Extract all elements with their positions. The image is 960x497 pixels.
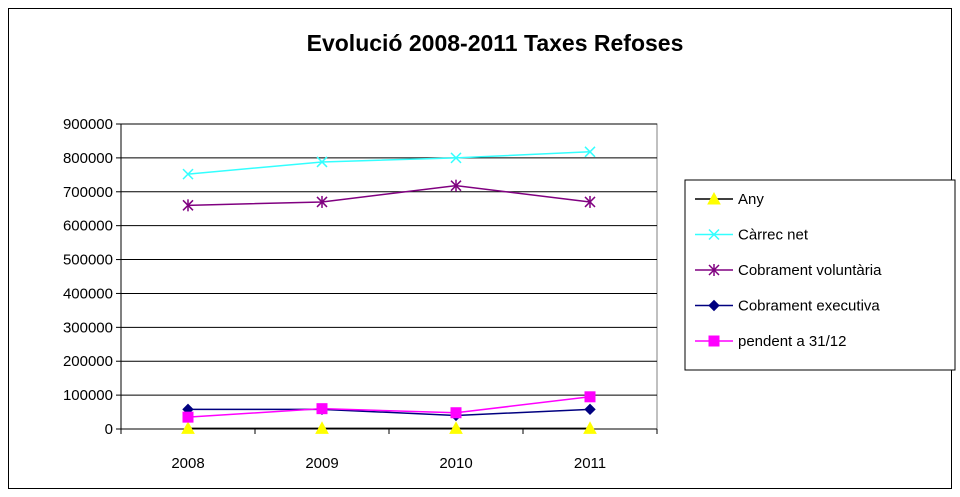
y-tick-label: 100000 [63, 387, 113, 404]
data-point [182, 199, 194, 212]
y-axis-tick-labels: 0 100000 200000 300000 400000 500000 600000 700… [63, 116, 113, 438]
x-tick-label: 2008 [171, 455, 204, 472]
legend-marker [708, 264, 720, 276]
data-point [181, 421, 195, 434]
data-point [450, 179, 462, 192]
legend-marker [708, 228, 720, 241]
data-point [182, 168, 194, 180]
data-point [584, 146, 596, 158]
data-point [182, 411, 194, 423]
y-tick-label: 0 [105, 421, 113, 438]
x-tick-label: 2010 [439, 455, 472, 472]
series-line [187, 184, 591, 207]
legend-entry: Cobrament executiva [695, 298, 880, 315]
data-point [584, 195, 596, 208]
series-4 [182, 391, 596, 423]
data-point [449, 421, 463, 434]
legend-marker [708, 335, 720, 347]
y-tick-label: 200000 [63, 353, 113, 370]
data-point [583, 421, 597, 434]
y-tick-label: 900000 [63, 116, 113, 133]
data-point [316, 156, 328, 168]
y-tick-label: 700000 [63, 184, 113, 201]
y-tick-label: 300000 [63, 319, 113, 336]
series-line [187, 151, 591, 175]
x-tick-label: 2009 [305, 455, 338, 472]
y-tick-label: 500000 [63, 252, 113, 269]
series-0 [181, 421, 597, 434]
legend-entry: Cobrament voluntària [695, 262, 882, 279]
data-point [450, 407, 462, 419]
data-point [316, 195, 328, 208]
y-tick-label: 400000 [63, 285, 113, 302]
data-point [584, 391, 596, 403]
y-tick-label: 800000 [63, 150, 113, 167]
series-line [188, 408, 591, 417]
data-point [315, 421, 329, 434]
data-point [584, 403, 596, 416]
legend-label: Cobrament executiva [738, 298, 880, 315]
x-axis-tick-labels: 2008 2009 2010 2011 [171, 455, 606, 472]
legend-label: Any [738, 191, 764, 208]
legend: Any Càrrec net Cobrament voluntària Cobrame… [684, 179, 956, 371]
chart-title: Evolució 2008-2011 Taxes Refoses [306, 30, 684, 56]
legend-label: Càrrec net [738, 227, 809, 244]
y-tick-label: 600000 [63, 218, 113, 235]
data-point [450, 152, 462, 164]
x-tick-label: 2011 [574, 455, 606, 472]
series-group [181, 146, 597, 434]
series-line [187, 396, 591, 418]
legend-marker [707, 191, 721, 205]
series-2 [182, 179, 596, 212]
legend-label: Cobrament voluntària [738, 262, 882, 279]
legend-entry: Any [695, 191, 764, 208]
data-point [316, 403, 328, 415]
legend-entry: pendent a 31/12 [695, 333, 846, 350]
series-1 [182, 146, 596, 180]
legend-marker [708, 299, 720, 312]
plot-area [120, 123, 658, 430]
gridlines [121, 123, 657, 396]
legend-box [684, 179, 956, 371]
legend-label: pendent a 31/12 [738, 333, 846, 350]
legend-entry: Càrrec net [695, 227, 809, 244]
